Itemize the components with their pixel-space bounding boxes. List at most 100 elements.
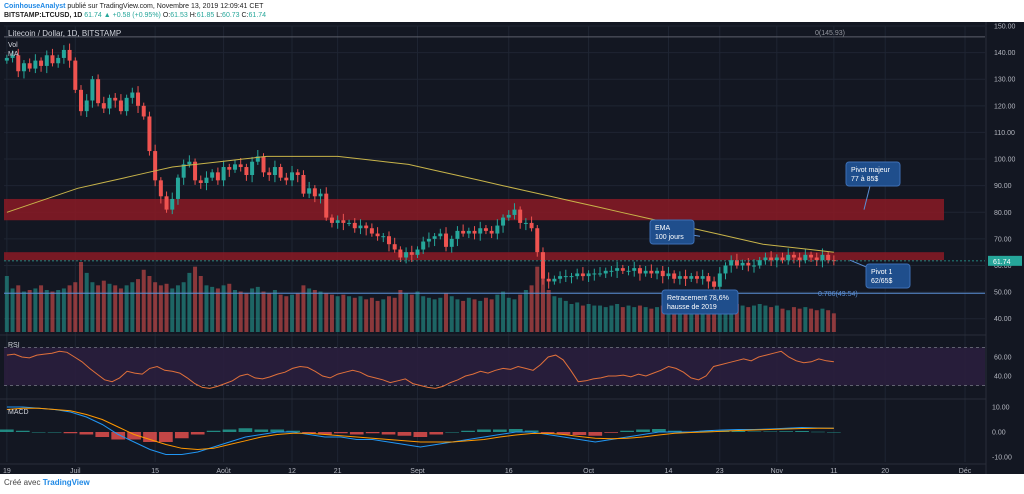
fib-top-label: 0(145.93) (815, 30, 845, 37)
date-tick-label: 21 (334, 468, 342, 474)
candle-body (523, 222, 528, 224)
volume-bar (84, 272, 89, 332)
candles (4, 43, 836, 292)
volume-bar (432, 299, 437, 332)
macd-histogram-bar (795, 431, 809, 432)
candle-body (352, 222, 357, 229)
macd-tick-label: 0.00 (992, 430, 1006, 437)
volume-bar (546, 290, 551, 332)
candle-body (386, 236, 391, 245)
candle-body (96, 79, 101, 104)
volume-bar (660, 305, 665, 332)
volume-bar (335, 296, 340, 332)
macd-histogram-bar (381, 432, 396, 435)
volume-bar (649, 308, 654, 332)
candle-body (107, 97, 112, 109)
price-axis-bg (986, 22, 1024, 474)
volume-bar (734, 304, 739, 332)
tradingview-logo[interactable]: TradingView (42, 478, 90, 487)
volume-bar (369, 297, 374, 332)
candle-body (181, 164, 186, 178)
rsi-label[interactable]: RSI (8, 342, 20, 349)
date-tick-label: 15 (151, 468, 159, 474)
macd-histogram-bar (270, 429, 285, 432)
macd-histogram-bar (556, 432, 571, 435)
volume-bar (700, 305, 705, 332)
candle-body (392, 244, 397, 250)
date-tick-label: Sept (410, 468, 424, 474)
trading-chart[interactable]: 0(145.93) 0.786(49.54) 40.00 50.00 60.00 70.… (0, 22, 1024, 474)
volume-bar (272, 290, 277, 332)
candle-body (39, 60, 44, 66)
volume-bar (712, 300, 717, 332)
candle-body (84, 100, 89, 112)
candle-body (101, 103, 106, 109)
author-name[interactable]: CoinhouseAnalyst (4, 3, 66, 10)
indicator-vol-label[interactable]: Vol (8, 42, 18, 49)
candle-body (769, 257, 774, 261)
macd-tick-label: 10.00 (992, 405, 1010, 412)
candle-body (780, 257, 785, 261)
callout-ema-line2: 100 jours (655, 234, 684, 241)
price-tick-label: 140.00 (994, 50, 1016, 57)
candle-body (4, 57, 9, 61)
callout-pivot-majeur-line1: Pivot majeur (851, 167, 891, 174)
candle-body (461, 230, 466, 234)
symbol-label[interactable]: BITSTAMP:LTCUSD, 1D (4, 12, 83, 19)
candle-body (786, 254, 791, 261)
volume-bar (603, 307, 608, 332)
open-label: O: (162, 12, 171, 19)
candle-body (791, 254, 796, 258)
candle-body (746, 262, 751, 266)
candle-body (421, 241, 426, 250)
candle-body (740, 262, 745, 266)
macd-histogram-bar (47, 432, 62, 433)
candle-body (210, 172, 215, 178)
candle-body (61, 49, 66, 58)
volume-bar (101, 280, 106, 332)
callout-pivot-1 (865, 263, 911, 289)
callout-pivot-majeur-line2: 77 à 85$ (851, 176, 878, 183)
macd-histogram-bar (222, 429, 237, 432)
date-tick-label: Déc (959, 468, 972, 474)
volume-bar (164, 283, 169, 332)
price-tick-label: 120.00 (994, 103, 1016, 110)
volume-bar (113, 285, 118, 332)
volume-bar (495, 294, 500, 332)
candle-body (33, 60, 38, 69)
price-tick-label: 110.00 (994, 130, 1015, 137)
macd-histogram-bar (397, 432, 412, 436)
candle-body (637, 268, 642, 274)
volume-bar (4, 276, 9, 332)
low-label: L: (216, 12, 223, 19)
volume-bar (706, 304, 711, 332)
candle-body (432, 236, 437, 239)
annotations: Pivot majeur 77 à 85$ EMA 100 jours Pivot 1 6… (649, 161, 911, 315)
macd-histogram-bar (508, 429, 523, 432)
volume-bar (118, 288, 123, 332)
macd-histogram-bar (111, 432, 126, 440)
volume-bar (392, 297, 397, 332)
volume-bar (723, 297, 728, 332)
volume-bar (809, 308, 814, 332)
candle-body (626, 270, 631, 272)
macd-label[interactable]: MACD (8, 409, 29, 416)
volume-bar (632, 307, 637, 332)
candle-body (375, 233, 380, 237)
volume-bar (797, 308, 802, 332)
volume-bar (170, 288, 175, 332)
macd-histogram-bar (333, 432, 348, 434)
macd-histogram-bar (731, 431, 746, 432)
indicator-ma-label[interactable]: MA (8, 51, 19, 58)
macd-histogram-bar (620, 430, 634, 432)
macd-histogram-bar (524, 430, 539, 432)
footer: Créé avec TradingView (4, 478, 90, 487)
macd-histogram-bar (699, 430, 714, 432)
macd-histogram-bar (302, 432, 316, 434)
volume-bar (518, 294, 523, 332)
volume-bar (284, 296, 289, 332)
candle-body (809, 254, 814, 258)
candle-body (489, 230, 494, 234)
macd-histogram-bar (461, 430, 475, 432)
volume-bar (56, 290, 61, 332)
